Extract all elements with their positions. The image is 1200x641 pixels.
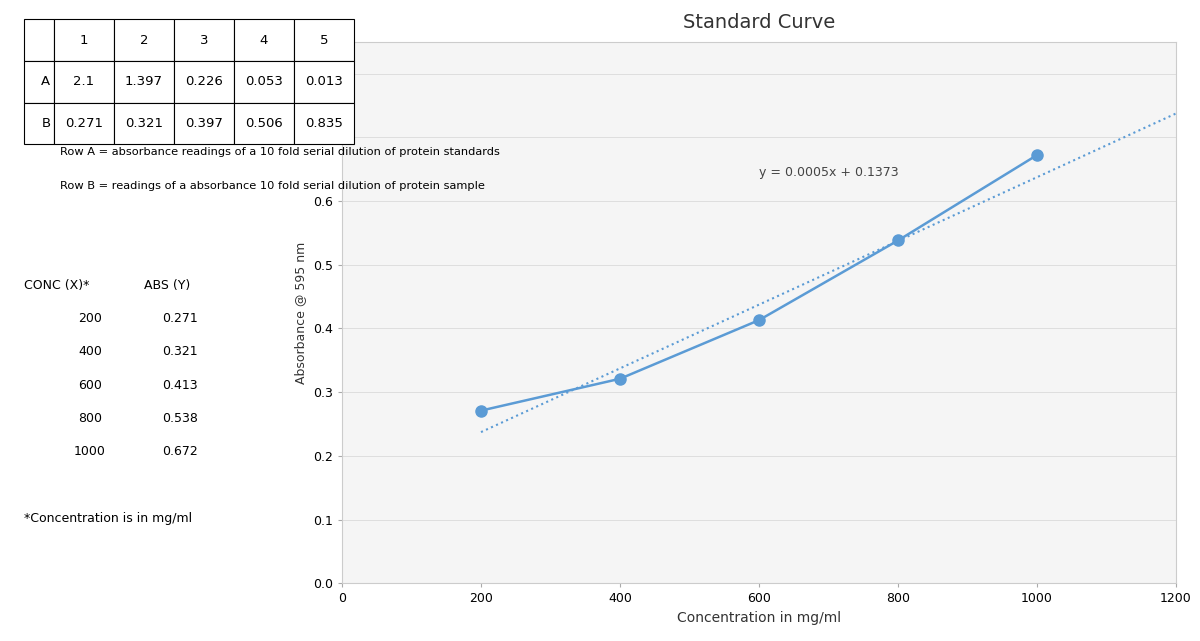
Text: B: B — [41, 117, 50, 130]
Text: ABS (Y): ABS (Y) — [144, 279, 191, 292]
Text: 800: 800 — [78, 412, 102, 425]
Text: y = 0.0005x + 0.1373: y = 0.0005x + 0.1373 — [760, 166, 899, 179]
Text: 5: 5 — [319, 33, 329, 47]
X-axis label: Concentration in mg/ml: Concentration in mg/ml — [677, 611, 841, 625]
Text: 2.1: 2.1 — [73, 75, 95, 88]
Text: 0.413: 0.413 — [162, 379, 198, 392]
Text: 1: 1 — [79, 33, 89, 47]
Text: 1.397: 1.397 — [125, 75, 163, 88]
Text: Row B = readings of a absorbance 10 fold serial dilution of protein sample: Row B = readings of a absorbance 10 fold… — [60, 181, 485, 191]
Text: CONC (X)*: CONC (X)* — [24, 279, 89, 292]
Text: 0.397: 0.397 — [185, 117, 223, 130]
Text: 0.321: 0.321 — [125, 117, 163, 130]
Text: 400: 400 — [78, 345, 102, 358]
Text: 2: 2 — [139, 33, 149, 47]
Text: 600: 600 — [78, 379, 102, 392]
Text: 3: 3 — [199, 33, 209, 47]
Text: Row A = absorbance readings of a 10 fold serial dilution of protein standards: Row A = absorbance readings of a 10 fold… — [60, 147, 500, 158]
Text: 1000: 1000 — [74, 445, 106, 458]
Title: Standard Curve: Standard Curve — [683, 13, 835, 32]
Text: 4: 4 — [260, 33, 268, 47]
Y-axis label: Absorbance @ 595 nm: Absorbance @ 595 nm — [294, 242, 307, 383]
Text: 0.835: 0.835 — [305, 117, 343, 130]
Text: 0.053: 0.053 — [245, 75, 283, 88]
Text: 0.538: 0.538 — [162, 412, 198, 425]
Text: A: A — [41, 75, 50, 88]
Text: 0.271: 0.271 — [65, 117, 103, 130]
Text: 0.013: 0.013 — [305, 75, 343, 88]
Text: 0.321: 0.321 — [162, 345, 198, 358]
Text: *Concentration is in mg/ml: *Concentration is in mg/ml — [24, 512, 192, 525]
Text: 0.672: 0.672 — [162, 445, 198, 458]
Text: 0.506: 0.506 — [245, 117, 283, 130]
Text: 0.271: 0.271 — [162, 312, 198, 325]
Text: 200: 200 — [78, 312, 102, 325]
Text: 0.226: 0.226 — [185, 75, 223, 88]
